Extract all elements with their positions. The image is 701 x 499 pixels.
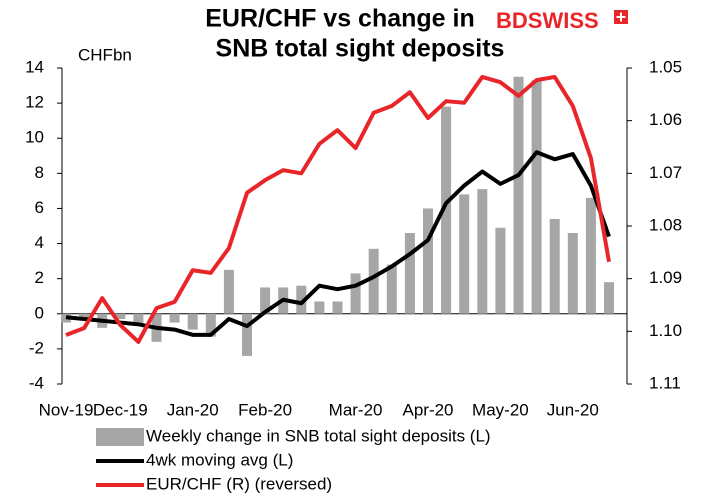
y-axis-label: CHFbn: [78, 45, 132, 64]
bar: [169, 313, 180, 323]
chart-title: EUR/CHF vs change in: [205, 5, 475, 33]
y2-tick-label: 1.09: [649, 268, 682, 287]
bar: [386, 264, 397, 314]
bar: [350, 273, 361, 314]
chart-title: SNB total sight deposits: [216, 35, 505, 63]
brand-logo: BDSWISS: [496, 8, 599, 33]
y2-tick-label: 1.08: [649, 215, 682, 234]
x-tick-label: Mar-20: [329, 400, 383, 419]
bar: [404, 233, 415, 314]
y2-tick-label: 1.07: [649, 163, 682, 182]
x-tick-label: May-20: [472, 400, 529, 419]
bar: [260, 287, 271, 314]
legend-label: 4wk moving avg (L): [146, 450, 293, 469]
x-tick-label: Jun-20: [547, 400, 599, 419]
y2-tick-label: 1.05: [649, 57, 682, 76]
y-tick-label: 6: [35, 198, 44, 217]
bar: [459, 194, 470, 314]
legend-label: EUR/CHF (R) (reversed): [146, 474, 332, 493]
bar: [332, 301, 343, 314]
x-tick-label: Feb-20: [238, 400, 292, 419]
bar: [314, 301, 325, 314]
y-tick-label: 10: [25, 128, 44, 147]
bar: [423, 208, 433, 314]
bar: [477, 189, 488, 314]
bar: [531, 80, 542, 314]
y-tick-label: -2: [29, 338, 44, 357]
bar: [187, 313, 198, 330]
y-tick-label: 8: [35, 163, 44, 182]
y-tick-label: -4: [29, 373, 44, 392]
bar: [296, 285, 307, 314]
y-tick-label: 12: [25, 93, 44, 112]
y2-tick-label: 1.06: [649, 110, 682, 129]
bar: [513, 76, 524, 314]
bar: [79, 313, 90, 320]
bar: [585, 197, 596, 314]
bar: [549, 218, 560, 314]
x-tick-label: Jan-20: [167, 400, 219, 419]
y-tick-label: 4: [35, 233, 44, 252]
y-tick-label: 0: [35, 303, 44, 322]
y-tick-label: 14: [25, 57, 44, 76]
y-tick-label: 2: [35, 268, 44, 287]
bar: [223, 269, 234, 314]
legend-label: Weekly change in SNB total sight deposit…: [146, 426, 491, 445]
legend-swatch: [96, 428, 144, 446]
bar: [115, 313, 126, 320]
bar: [604, 282, 614, 314]
y2-tick-label: 1.11: [649, 373, 681, 392]
brand-icon: [614, 10, 628, 24]
bar: [133, 313, 144, 327]
bar: [242, 313, 252, 356]
line: [65, 150, 611, 337]
line: [65, 74, 611, 344]
bar: [495, 227, 506, 314]
x-tick-label: Apr-20: [402, 400, 453, 419]
bar: [205, 313, 216, 337]
bar: [368, 248, 379, 314]
bar: [567, 233, 578, 314]
x-tick-label: Nov-19: [39, 400, 94, 419]
y2-tick-label: 1.10: [649, 321, 682, 340]
bar: [441, 106, 452, 314]
x-tick-label: Dec-19: [93, 400, 148, 419]
